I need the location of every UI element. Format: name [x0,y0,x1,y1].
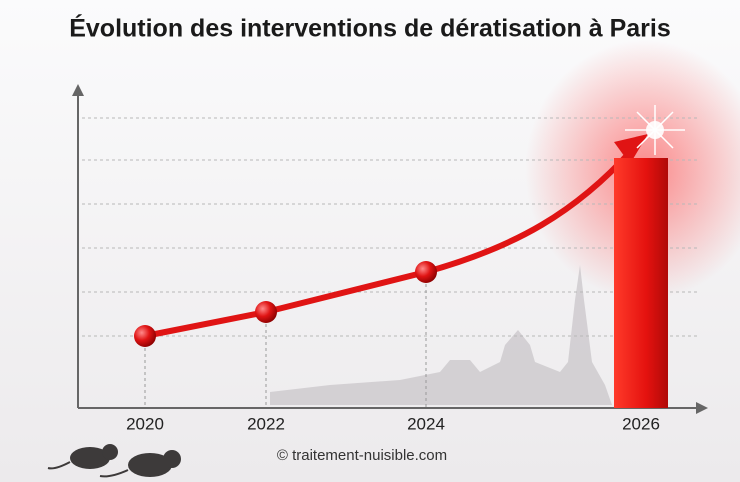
rats [47,444,181,478]
point [415,261,437,283]
x-tick-label: 2022 [247,414,285,433]
point [255,301,277,323]
x-tick-label: 2026 [622,414,660,433]
bar [614,158,668,408]
spark-rays [625,105,685,155]
marks [134,105,685,408]
trend-arrow-head [614,134,648,164]
point [134,325,156,347]
trend-arrow [425,147,635,275]
skyline [270,265,612,405]
x-tick-label: 2024 [407,414,445,433]
y-axis-arrow [72,84,84,96]
x-tick-label: 2020 [126,414,164,433]
source: © traitement-nuisible.com [277,447,447,464]
chart-title: Évolution des interventions de dératisat… [69,14,671,43]
x-axis-arrow [696,402,708,414]
grid [82,117,700,337]
